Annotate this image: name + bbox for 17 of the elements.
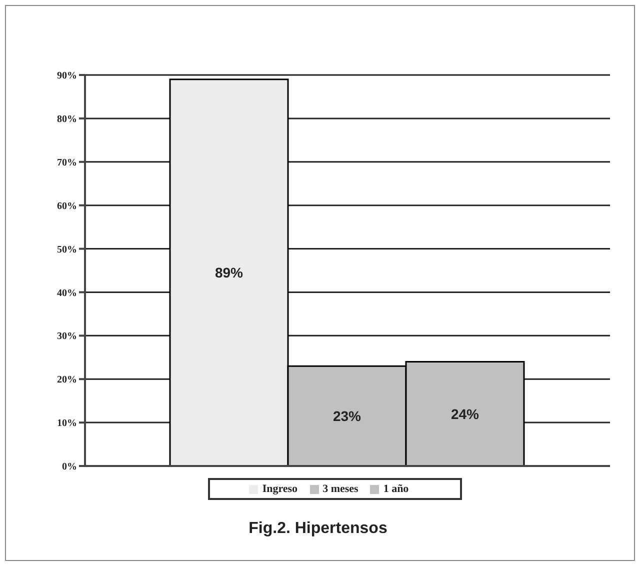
- text: Fig.2. Hipertensos: [248, 520, 388, 537]
- y-tick-label: 30%: [57, 331, 77, 342]
- y-tick-label: 0%: [62, 462, 77, 473]
- y-tick-label: 60%: [57, 200, 77, 212]
- legend-label: 3 meses: [322, 483, 358, 495]
- legend-label: 1 año: [383, 483, 409, 495]
- y-tick-label: 50%: [57, 244, 77, 256]
- y-tick-label: 20%: [57, 374, 77, 386]
- legend-label: Ingreso: [262, 483, 298, 495]
- y-tick-label: 80%: [57, 114, 77, 125]
- data-label: 23%: [332, 408, 362, 424]
- data-label: 24%: [450, 406, 480, 422]
- data-label: 89%: [214, 264, 244, 281]
- y-tick-label: 40%: [57, 288, 77, 299]
- y-tick-label: 90%: [57, 70, 77, 82]
- y-tick-label: 10%: [57, 418, 77, 430]
- y-tick-label: 70%: [57, 157, 77, 168]
